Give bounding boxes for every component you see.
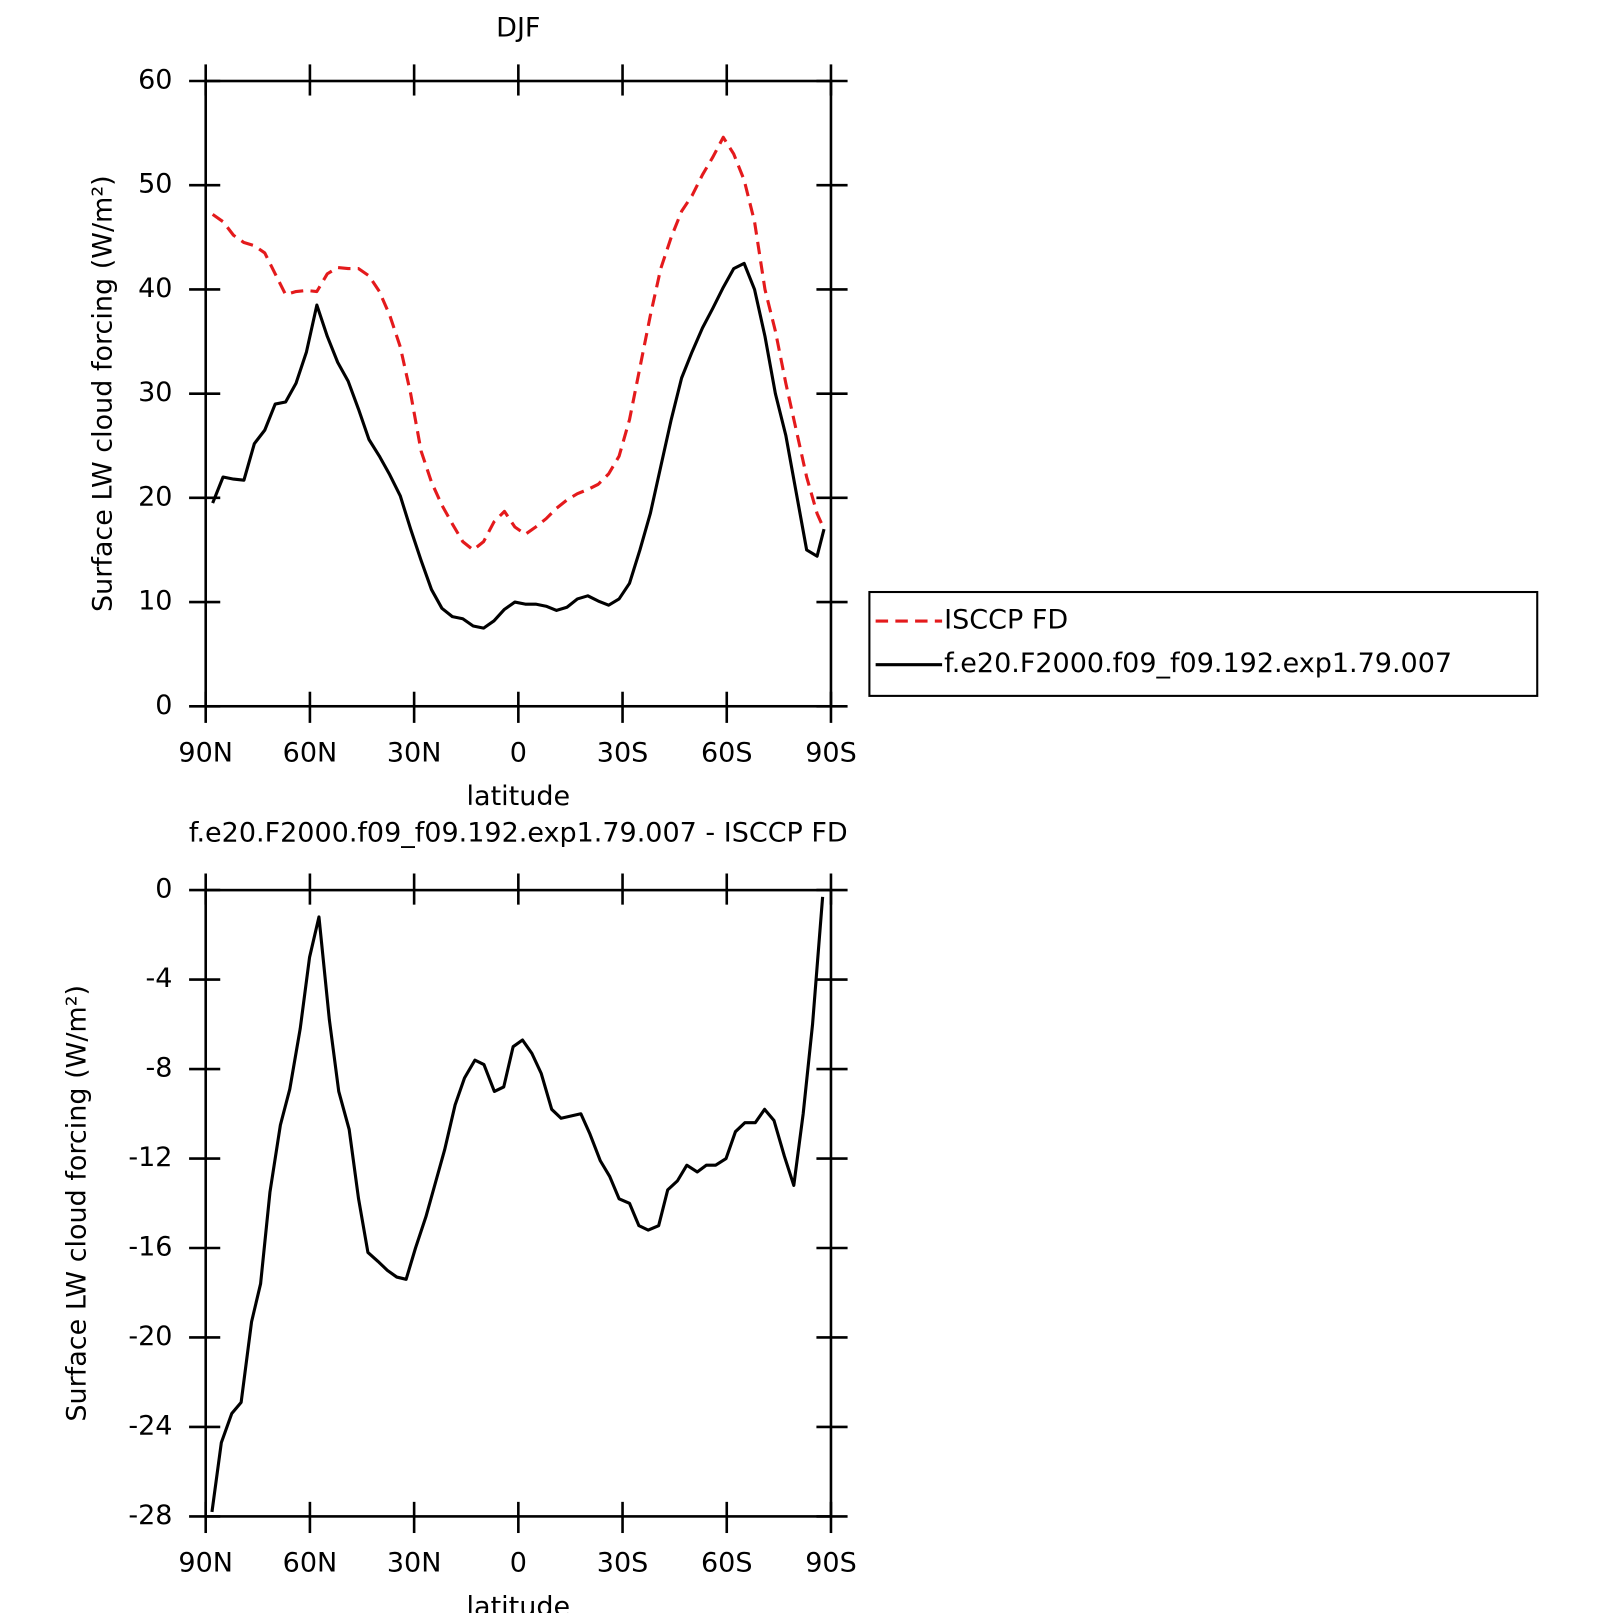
- y-tick-label: 30: [138, 377, 172, 408]
- x-tick-label: 90S: [805, 1548, 856, 1579]
- y-tick-label: 0: [155, 690, 172, 721]
- x-tick-label: 60N: [283, 738, 338, 769]
- x-axis-label: latitude: [467, 781, 571, 812]
- data-line: [210, 896, 825, 1513]
- y-tick-label: -16: [128, 1231, 172, 1262]
- y-tick-label: 0: [155, 874, 172, 905]
- chart-title: DJF: [496, 13, 540, 44]
- x-tick-label: 30N: [387, 1548, 442, 1579]
- y-tick-label: -28: [128, 1500, 172, 1531]
- y-tick-label: 50: [138, 169, 172, 200]
- y-tick-label: -20: [128, 1321, 172, 1352]
- x-tick-label: 0: [510, 1548, 527, 1579]
- y-tick-label: 40: [138, 273, 172, 304]
- legend-label: ISCCP FD: [944, 605, 1068, 636]
- x-tick-label: 30S: [597, 1548, 648, 1579]
- legend-box: [868, 590, 1539, 697]
- x-tick-label: 60S: [701, 738, 753, 769]
- y-tick-label: -12: [128, 1142, 172, 1173]
- plot-frame: [204, 888, 833, 1518]
- x-tick-label: 90N: [178, 1548, 233, 1579]
- plot-frame: [204, 79, 833, 708]
- y-tick-label: 60: [138, 65, 172, 96]
- data-line: [211, 261, 826, 630]
- y-axis-label: Surface LW cloud forcing (W/m²): [61, 985, 92, 1422]
- x-tick-label: 0: [510, 738, 527, 769]
- x-tick-label: 60N: [283, 1548, 338, 1579]
- y-tick-label: -24: [128, 1410, 172, 1441]
- y-tick-label: 20: [138, 481, 172, 512]
- x-tick-label: 90N: [178, 738, 233, 769]
- y-tick-label: 10: [138, 586, 172, 617]
- x-tick-label: 30S: [597, 738, 648, 769]
- x-tick-label: 30N: [387, 738, 442, 769]
- x-tick-label: 60S: [701, 1548, 753, 1579]
- y-tick-label: -4: [146, 963, 173, 994]
- data-line: [211, 135, 826, 552]
- y-axis-label: Surface LW cloud forcing (W/m²): [87, 175, 118, 612]
- legend-label: f.e20.F2000.f09_f09.192.exp1.79.007: [944, 648, 1452, 679]
- x-tick-label: 90S: [805, 738, 856, 769]
- x-axis-label: latitude: [467, 1591, 571, 1613]
- y-tick-label: -8: [146, 1053, 173, 1084]
- chart-title: f.e20.F2000.f09_f09.192.exp1.79.007 - IS…: [189, 818, 848, 849]
